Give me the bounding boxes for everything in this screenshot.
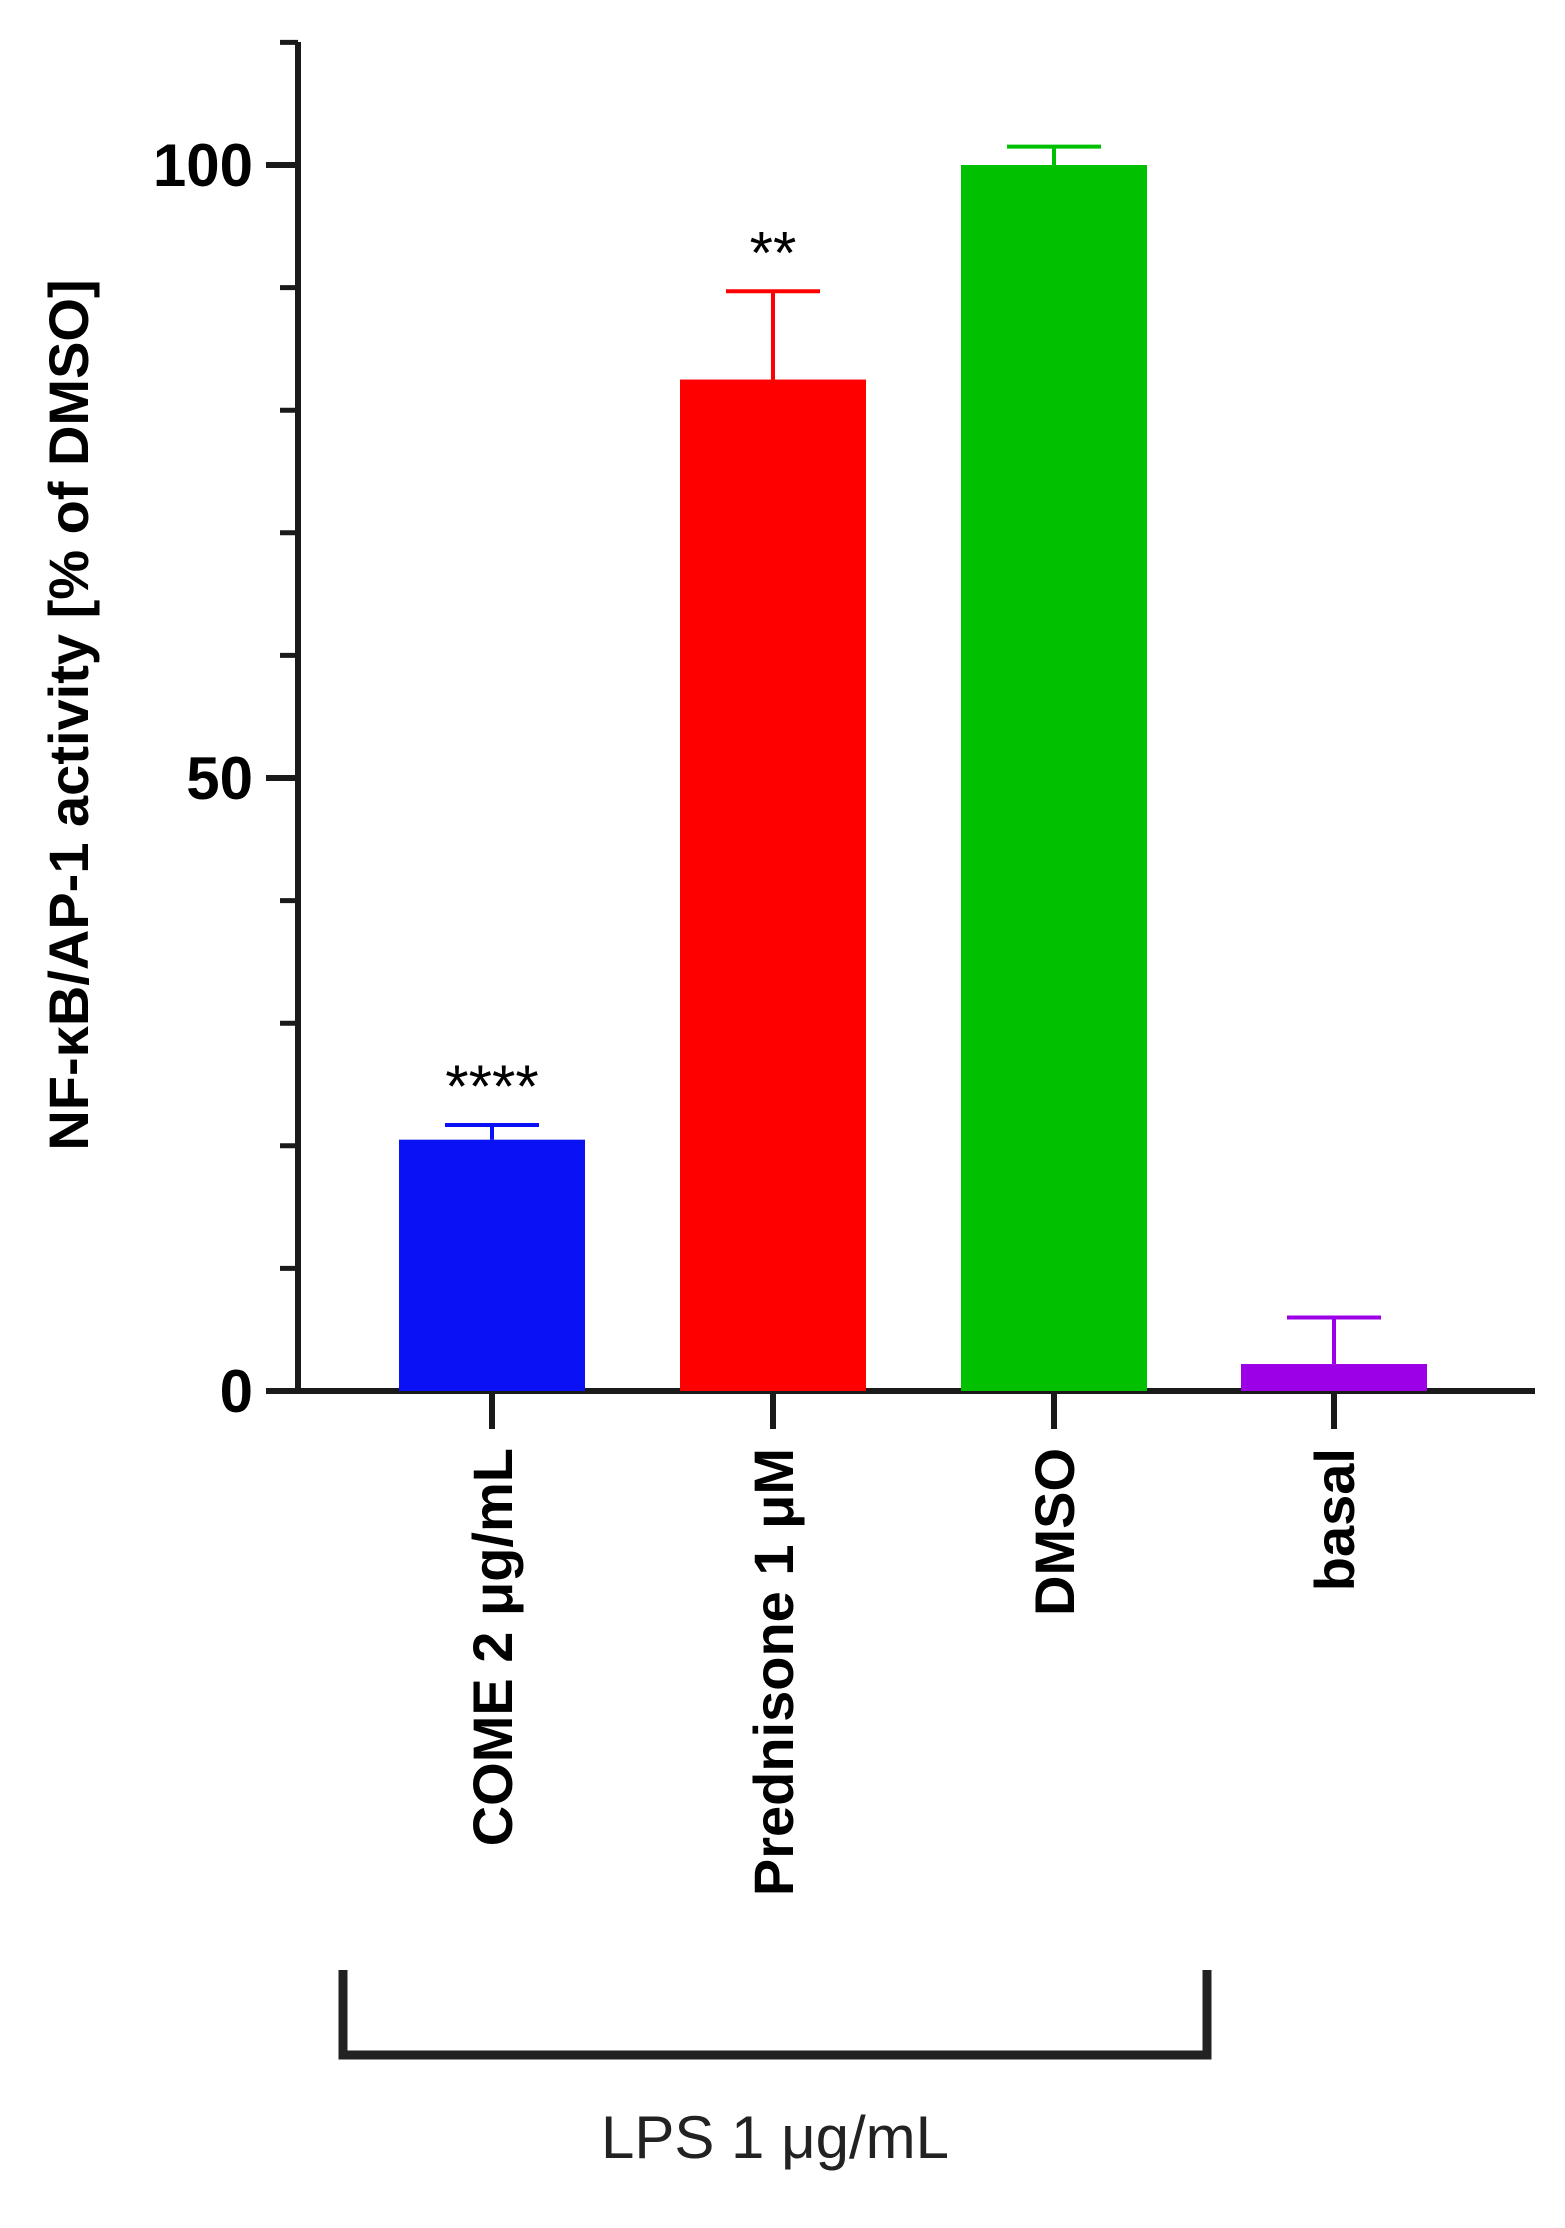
y-tick-label: 50 xyxy=(186,745,253,812)
y-tick-label: 100 xyxy=(153,132,253,199)
x-tick-label: COME 2 μg/mL xyxy=(461,1448,524,1846)
y-axis-label: NF-κB/AP-1 activity [% of DMSO] xyxy=(37,279,100,1150)
bars xyxy=(399,144,1427,1391)
x-tick-label: DMSO xyxy=(1023,1448,1086,1616)
group-bracket-label: LPS 1 μg/mL xyxy=(601,2104,949,2171)
significance-label: **** xyxy=(445,1053,538,1120)
bar xyxy=(961,165,1147,1391)
y-tick-label: 0 xyxy=(220,1358,253,1425)
bar xyxy=(399,1139,585,1391)
bracket-line xyxy=(338,1970,1212,2060)
labels: **** COME 2 μg/mL ** Prednisone 1 μM DMSO bas… xyxy=(153,132,1366,1896)
x-tick-label: basal xyxy=(1303,1448,1366,1591)
group-bracket xyxy=(338,1970,1212,2060)
bar xyxy=(1241,1364,1427,1391)
bar xyxy=(680,379,866,1391)
significance-label: ** xyxy=(750,219,797,286)
x-tick-label: Prednisone 1 μM xyxy=(742,1448,805,1896)
